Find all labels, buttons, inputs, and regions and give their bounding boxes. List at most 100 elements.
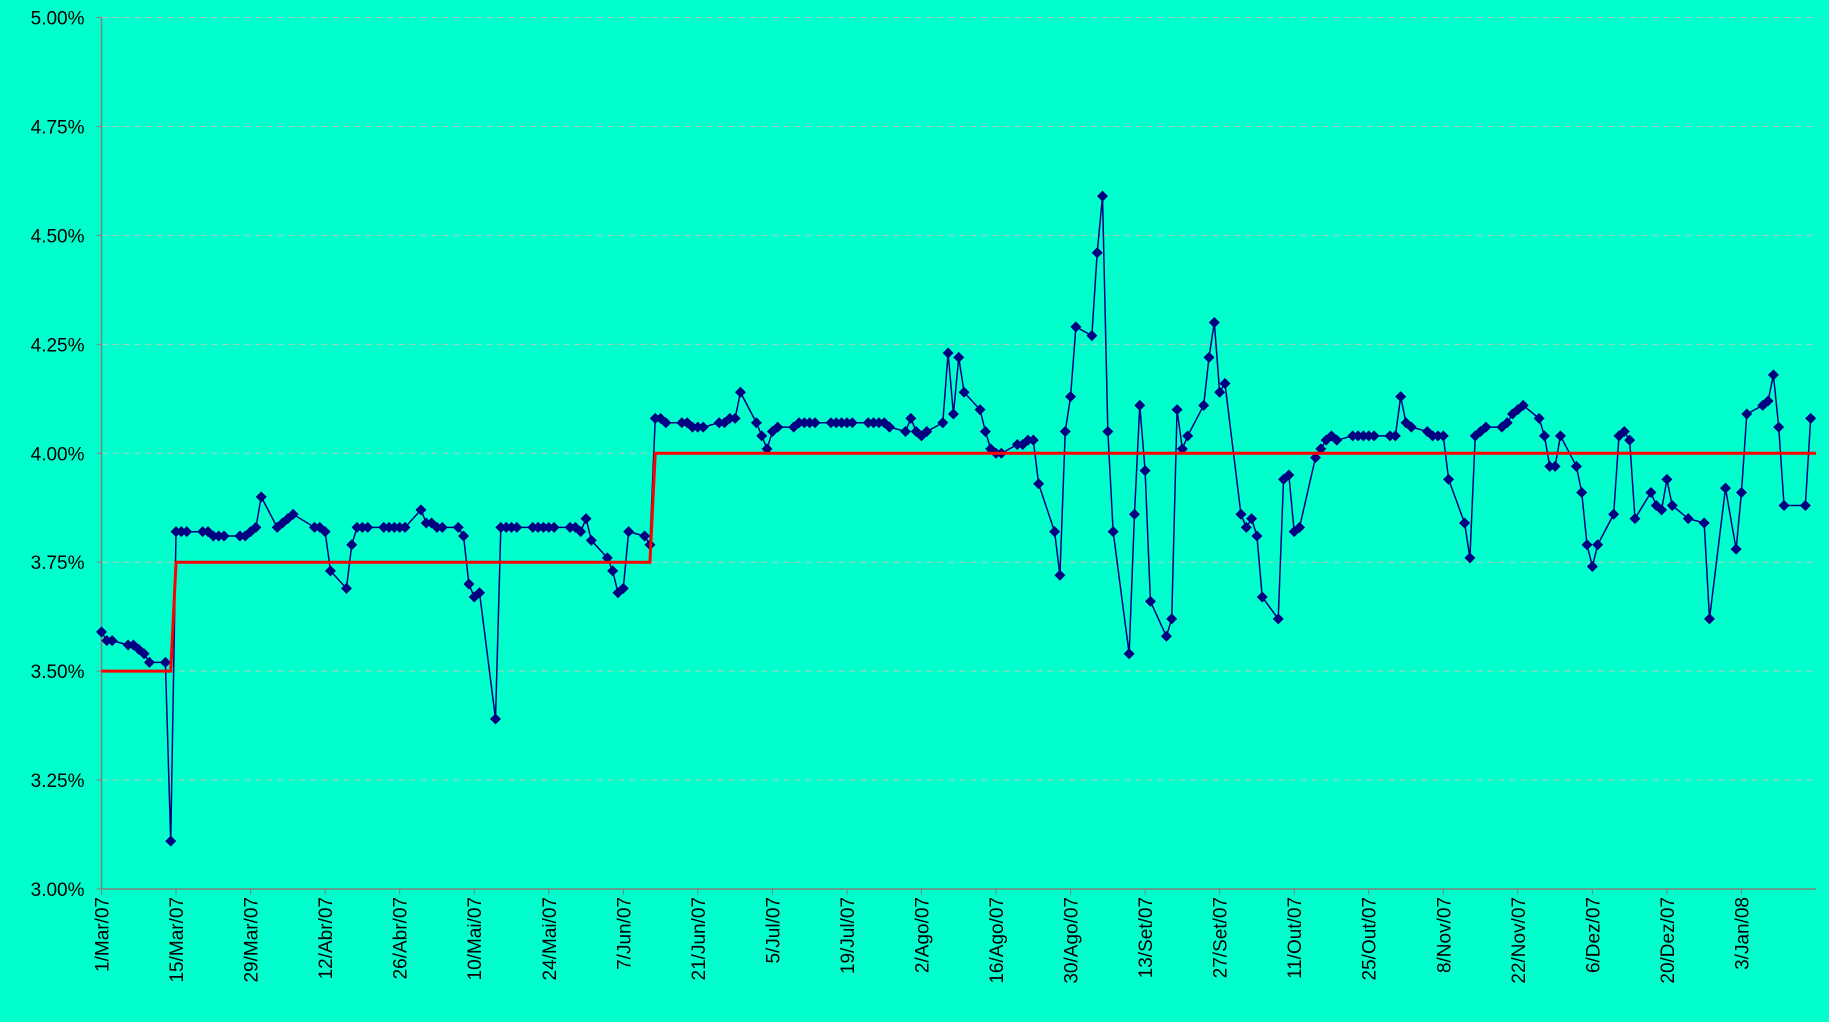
marker — [772, 421, 784, 433]
marker — [884, 421, 896, 433]
marker — [1033, 478, 1045, 490]
marker — [1666, 500, 1678, 512]
marker — [1698, 517, 1710, 529]
x-tick-label: 26/Abr/07 — [391, 897, 412, 979]
marker — [1549, 460, 1561, 472]
y-tick-label: 3.75% — [31, 553, 85, 574]
marker — [1208, 317, 1220, 329]
marker — [1682, 513, 1694, 525]
marker — [181, 526, 193, 538]
marker — [1070, 321, 1082, 333]
marker — [490, 713, 502, 725]
marker — [617, 582, 629, 594]
marker — [1272, 613, 1284, 625]
marker — [1160, 630, 1172, 642]
marker — [1645, 486, 1657, 498]
y-tick-label: 3.00% — [31, 880, 85, 901]
x-tick-label: 21/Jun/07 — [689, 897, 710, 980]
marker — [1629, 513, 1641, 525]
marker — [1139, 465, 1151, 477]
marker — [362, 521, 374, 533]
marker — [165, 835, 177, 847]
marker — [1767, 369, 1779, 381]
marker — [1134, 399, 1146, 411]
marker — [1586, 561, 1598, 573]
marker — [1554, 430, 1566, 442]
y-tick-label: 4.00% — [31, 444, 85, 465]
y-tick-label: 3.50% — [31, 662, 85, 683]
marker — [1171, 404, 1183, 416]
marker — [1389, 430, 1401, 442]
marker — [756, 430, 768, 442]
marker — [1762, 395, 1774, 407]
marker — [1501, 417, 1513, 429]
marker — [1251, 530, 1263, 542]
x-tick-label: 16/Ago/07 — [987, 897, 1008, 984]
marker — [1656, 504, 1668, 516]
series-line — [101, 451, 1816, 673]
marker — [1182, 430, 1194, 442]
y-tick-label: 3.25% — [31, 771, 85, 792]
marker — [1741, 408, 1753, 420]
marker — [1368, 430, 1380, 442]
marker — [458, 530, 470, 542]
marker — [346, 539, 358, 551]
x-tick-label: 11/Out/07 — [1285, 897, 1306, 979]
marker — [900, 425, 912, 437]
x-tick-label: 1/Mar/07 — [93, 897, 114, 972]
marker — [1661, 473, 1673, 485]
marker — [1198, 399, 1210, 411]
marker — [255, 491, 267, 503]
marker — [548, 521, 560, 533]
y-tick-label: 4.25% — [31, 335, 85, 356]
marker — [1395, 391, 1407, 403]
marker — [1219, 378, 1231, 390]
marker — [452, 521, 464, 533]
marker — [1235, 508, 1247, 520]
marker — [96, 626, 107, 638]
marker — [474, 587, 486, 599]
marker — [1049, 526, 1061, 538]
marker — [1704, 613, 1716, 625]
x-tick-label: 20/Dez/07 — [1658, 897, 1679, 984]
marker — [947, 408, 959, 420]
marker — [1533, 412, 1545, 424]
marker — [436, 521, 448, 533]
y-tick-label: 4.50% — [31, 226, 85, 247]
marker — [1570, 460, 1582, 472]
marker — [953, 351, 965, 363]
marker — [607, 565, 619, 577]
y-tick-label: 4.75% — [31, 117, 85, 138]
marker — [809, 417, 821, 429]
x-tick-label: 2/Ago/07 — [912, 897, 933, 973]
marker — [1799, 500, 1811, 512]
marker — [1065, 391, 1077, 403]
marker — [1719, 482, 1731, 494]
marker — [340, 582, 352, 594]
marker — [734, 386, 746, 398]
marker — [1730, 543, 1742, 555]
marker — [1315, 443, 1327, 455]
marker — [1123, 648, 1135, 660]
marker — [287, 508, 299, 520]
x-tick-label: 6/Dez/07 — [1583, 897, 1604, 973]
marker — [761, 443, 773, 455]
marker — [1309, 452, 1321, 464]
marker — [921, 425, 933, 437]
x-tick-label: 7/Jun/07 — [614, 897, 635, 970]
marker — [1054, 569, 1066, 581]
x-tick-label: 13/Set/07 — [1136, 897, 1157, 978]
marker — [1437, 430, 1449, 442]
x-tick-label: 8/Nov/07 — [1434, 897, 1455, 973]
marker — [1517, 399, 1529, 411]
marker — [1246, 513, 1258, 525]
marker — [958, 386, 970, 398]
marker — [729, 412, 741, 424]
marker — [143, 656, 155, 668]
marker — [1256, 591, 1268, 603]
marker — [1618, 425, 1630, 437]
marker — [1735, 486, 1747, 498]
marker — [1443, 473, 1455, 485]
x-tick-label: 15/Mar/07 — [167, 897, 188, 983]
